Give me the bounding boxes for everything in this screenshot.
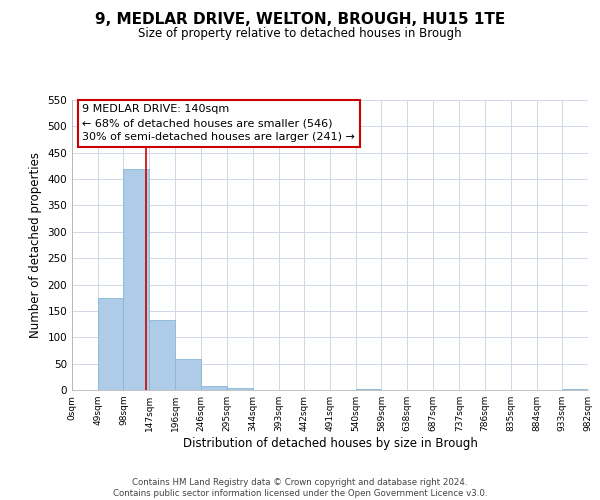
Text: Contains HM Land Registry data © Crown copyright and database right 2024.
Contai: Contains HM Land Registry data © Crown c… [113,478,487,498]
Bar [124,168,149,390]
Text: 9, MEDLAR DRIVE, WELTON, BROUGH, HU15 1TE: 9, MEDLAR DRIVE, WELTON, BROUGH, HU15 1T… [95,12,505,28]
Y-axis label: Number of detached properties: Number of detached properties [29,152,42,338]
Bar [356,389,382,390]
X-axis label: Distribution of detached houses by size in Brough: Distribution of detached houses by size … [182,437,478,450]
Text: Size of property relative to detached houses in Brough: Size of property relative to detached ho… [138,28,462,40]
Bar [149,320,175,390]
Bar [201,386,227,390]
Bar [562,389,588,390]
Bar [175,360,201,390]
Text: 9 MEDLAR DRIVE: 140sqm
← 68% of detached houses are smaller (546)
30% of semi-de: 9 MEDLAR DRIVE: 140sqm ← 68% of detached… [82,104,355,142]
Bar [227,388,253,390]
Bar [98,298,124,390]
